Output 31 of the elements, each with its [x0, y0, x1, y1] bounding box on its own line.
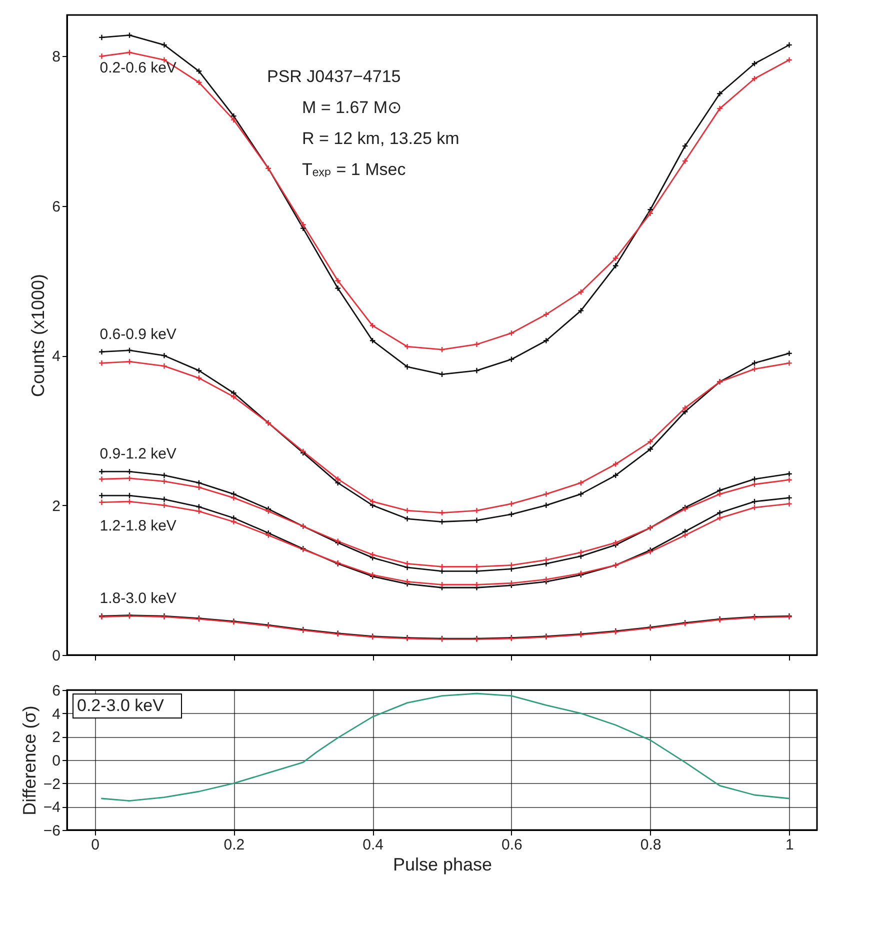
x-tick-label: 0.8 [640, 836, 662, 854]
series-label: 0.2-0.6 keV [100, 59, 176, 76]
y-tick-label: −2 [43, 776, 60, 793]
annotation: R = 12 km, 13.25 km [302, 129, 460, 148]
x-axis-title: Pulse phase [392, 854, 492, 874]
annotation: Tₑₓₚ = 1 Msec [302, 160, 406, 179]
annotation: PSR J0437−4715 [267, 67, 401, 86]
y-tick-label: −4 [43, 799, 60, 816]
y-tick-label: 0 [52, 648, 60, 664]
y-tick-label: 6 [52, 682, 60, 700]
y-axis-title: Difference (σ) [19, 706, 40, 816]
annotation: M = 1.67 M⊙ [302, 98, 402, 117]
series-label: 1.8-3.0 keV [100, 590, 176, 608]
y-axis-title: Counts (x1000) [28, 274, 48, 398]
series-label: 0.6-0.9 keV [100, 326, 176, 343]
y-tick-label: 2 [52, 498, 60, 515]
y-tick-label: 6 [52, 198, 60, 216]
y-tick-label: −6 [43, 822, 60, 840]
y-tick-label: 4 [52, 348, 60, 366]
y-tick-label: 2 [52, 729, 60, 746]
x-tick-label: 0 [91, 836, 100, 854]
y-tick-label: 4 [52, 706, 60, 723]
y-tick-label: 8 [52, 48, 60, 66]
x-tick-label: 1 [786, 836, 794, 854]
series-label: 0.9-1.2 keV [100, 446, 176, 463]
y-tick-label: 0 [52, 752, 60, 770]
series-label: 1.2-1.8 keV [100, 518, 176, 535]
x-tick-label: 0.2 [224, 836, 245, 854]
annotation: 0.2-3.0 keV [77, 696, 165, 715]
x-tick-label: 0.4 [362, 836, 384, 854]
x-tick-label: 0.6 [502, 836, 522, 854]
